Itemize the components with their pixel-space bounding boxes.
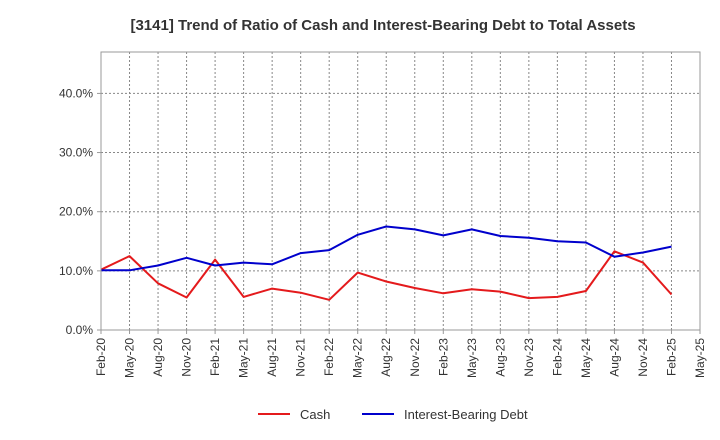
x-axis: Feb-20 May-20 Aug-20 Nov-20 Feb-21 May-21 Aug-… [94,330,707,378]
x-tick-label: May-20 [123,338,137,378]
x-tick-label: Feb-23 [436,338,450,376]
x-tick-label: Nov-24 [636,338,650,377]
series-lines [100,225,673,301]
grid [101,52,700,330]
x-tick-label: Feb-22 [322,338,336,376]
interest-bearing-debt-line [101,225,672,272]
cash-line [100,250,673,301]
x-tick-label: Feb-21 [208,338,222,376]
x-tick-label: Nov-20 [180,338,194,377]
x-tick-label: May-21 [237,338,251,378]
x-tick-label: Nov-23 [522,338,536,377]
chart-title: [3141] Trend of Ratio of Cash and Intere… [130,17,635,34]
x-tick-label: Feb-24 [550,338,564,376]
y-tick-label: 10.0% [59,264,93,278]
x-tick-label: Nov-21 [294,338,308,377]
legend-label-interest-bearing-debt: Interest-Bearing Debt [404,407,528,422]
x-tick-label: Feb-25 [664,338,678,376]
legend-label-cash: Cash [300,407,330,422]
x-tick-label: Feb-20 [94,338,108,376]
y-tick-label: 40.0% [59,86,93,100]
plot-area [100,51,701,331]
y-tick-label: 30.0% [59,146,93,160]
legend: Cash Interest-Bearing Debt [258,407,528,422]
x-tick-label: Aug-21 [265,338,279,377]
x-tick-label: Aug-23 [493,338,507,377]
x-tick-label: May-24 [579,338,593,378]
x-tick-label: Nov-22 [408,338,422,377]
x-tick-label: Aug-20 [151,338,165,377]
x-tick-label: Aug-24 [607,338,621,377]
x-tick-label: May-22 [351,338,365,378]
x-tick-label: Aug-22 [379,338,393,377]
y-tick-label: 0.0% [66,323,94,337]
x-tick-label: May-25 [693,338,707,378]
x-tick-label: May-23 [465,338,479,378]
y-axis: 0.0% 10.0% 20.0% 30.0% 40.0% [59,86,101,337]
y-tick-label: 20.0% [59,205,93,219]
